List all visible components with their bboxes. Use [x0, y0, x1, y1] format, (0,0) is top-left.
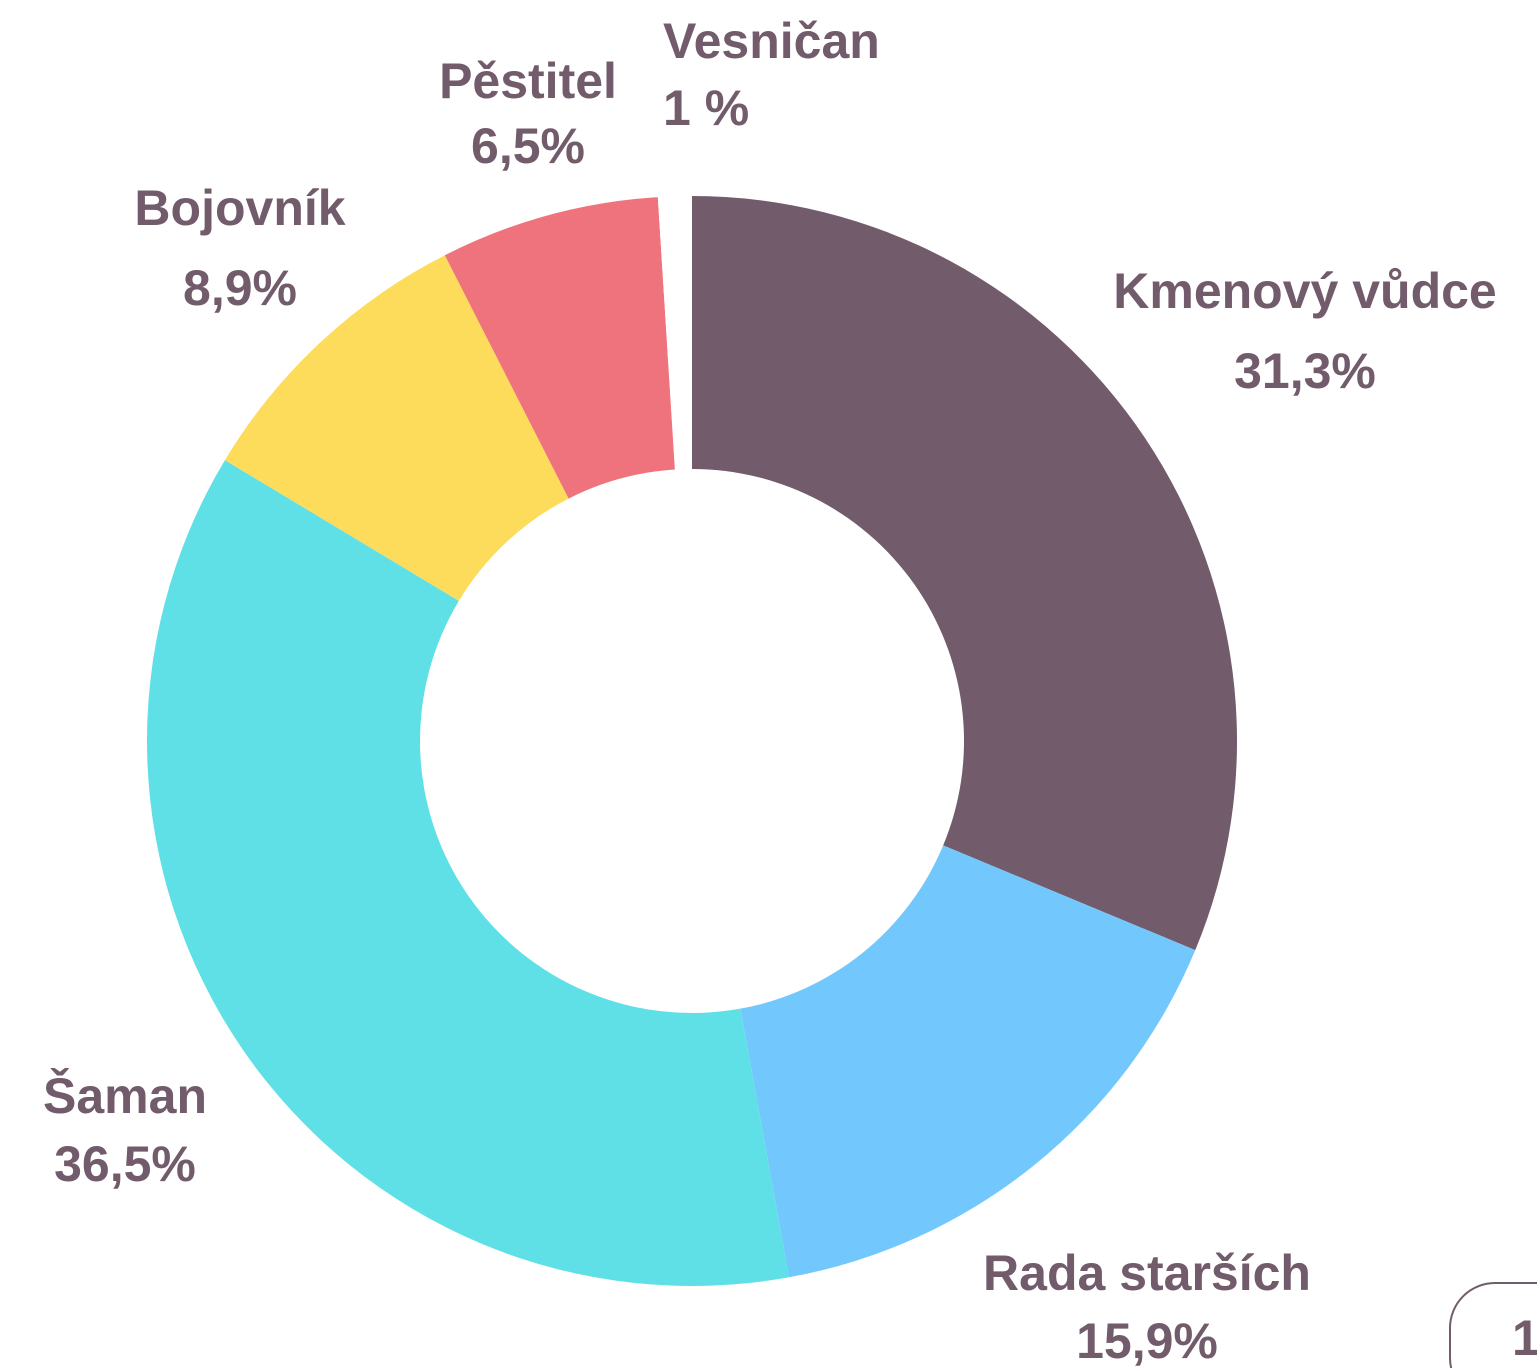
donut-slice — [146, 460, 789, 1287]
slice-value: 36,5% — [54, 1136, 196, 1192]
donut-slice — [657, 196, 692, 470]
slice-value: 8,9% — [183, 260, 297, 316]
donut-slice — [444, 197, 675, 499]
page-badge — [1449, 1282, 1537, 1368]
slice-name: Vesničan — [663, 13, 880, 69]
donut-slice — [692, 196, 1237, 951]
slice-value: 31,3% — [1234, 343, 1376, 399]
slice-value: 15,9% — [1076, 1313, 1218, 1368]
slice-name: Pěstitel — [439, 53, 617, 109]
slice-value: 1 % — [663, 80, 749, 136]
slice-name: Šaman — [43, 1067, 207, 1124]
slice-name: Bojovník — [134, 180, 345, 236]
page-number: 1 — [1512, 1310, 1537, 1366]
donut-slice — [740, 845, 1196, 1278]
slice-value: 6,5% — [471, 118, 585, 174]
slice-name: Kmenový vůdce — [1113, 263, 1496, 319]
slice-name: Rada starších — [983, 1245, 1311, 1301]
donut-slice — [224, 255, 569, 601]
